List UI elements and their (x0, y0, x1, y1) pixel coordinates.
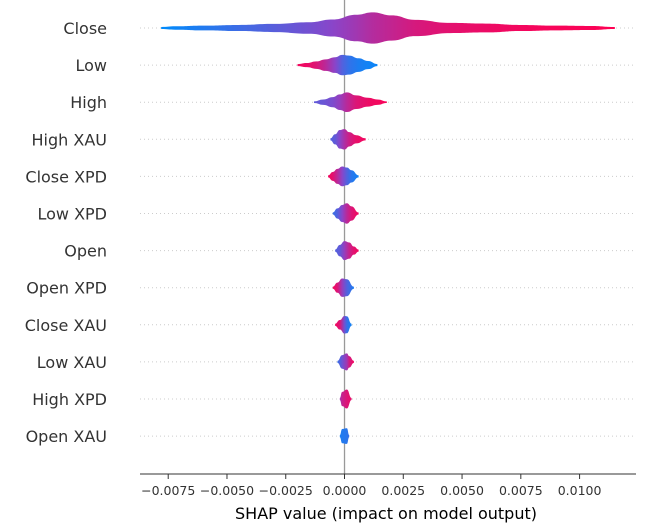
feature-label-open: Open (64, 242, 107, 261)
violin-close-xau (335, 315, 352, 334)
x-axis-title: SHAP value (impact on model output) (235, 504, 537, 523)
x-tick-label: −0.0075 (141, 483, 195, 498)
violin-open-xpd (332, 278, 354, 297)
feature-label-high: High (70, 93, 107, 112)
feature-labels: Close Low High High XAU Close XPD Low XPD Open… (25, 19, 107, 446)
x-tick-label: −0.0050 (200, 483, 254, 498)
feature-label-close: Close (63, 19, 107, 38)
violin-close (161, 12, 615, 44)
violin-low-xau (337, 353, 354, 371)
gridlines (140, 27, 636, 437)
x-tick-label: 0.0075 (499, 483, 543, 498)
feature-label-low-xpd: Low XPD (37, 205, 107, 224)
feature-label-low: Low (75, 56, 107, 75)
violin-plots (161, 12, 615, 444)
x-tick-label: 0.0025 (381, 483, 425, 498)
x-tick-label: −0.0025 (259, 483, 313, 498)
x-axis-ticks: −0.0075 −0.0050 −0.0025 0.0000 0.0025 0.0050 0… (141, 474, 601, 498)
feature-label-open-xau: Open XAU (26, 427, 107, 446)
feature-label-open-xpd: Open XPD (26, 279, 107, 298)
violin-open-xau (339, 428, 350, 444)
feature-label-high-xau: High XAU (32, 130, 107, 149)
feature-label-close-xau: Close XAU (25, 316, 107, 335)
violin-high-xpd (339, 389, 352, 409)
feature-label-low-xau: Low XAU (37, 353, 107, 372)
violin-low-xpd (332, 203, 359, 224)
violin-low (297, 54, 378, 76)
violin-open (335, 241, 359, 261)
violin-close-xpd (328, 166, 359, 187)
feature-label-high-xpd: High XPD (32, 390, 107, 409)
x-tick-label: 0.0100 (558, 483, 602, 498)
x-tick-label: 0.0050 (440, 483, 484, 498)
feature-label-close-xpd: Close XPD (25, 167, 107, 186)
x-tick-label: 0.0000 (323, 483, 367, 498)
violin-high-xau (330, 129, 366, 150)
violin-high (313, 92, 387, 113)
